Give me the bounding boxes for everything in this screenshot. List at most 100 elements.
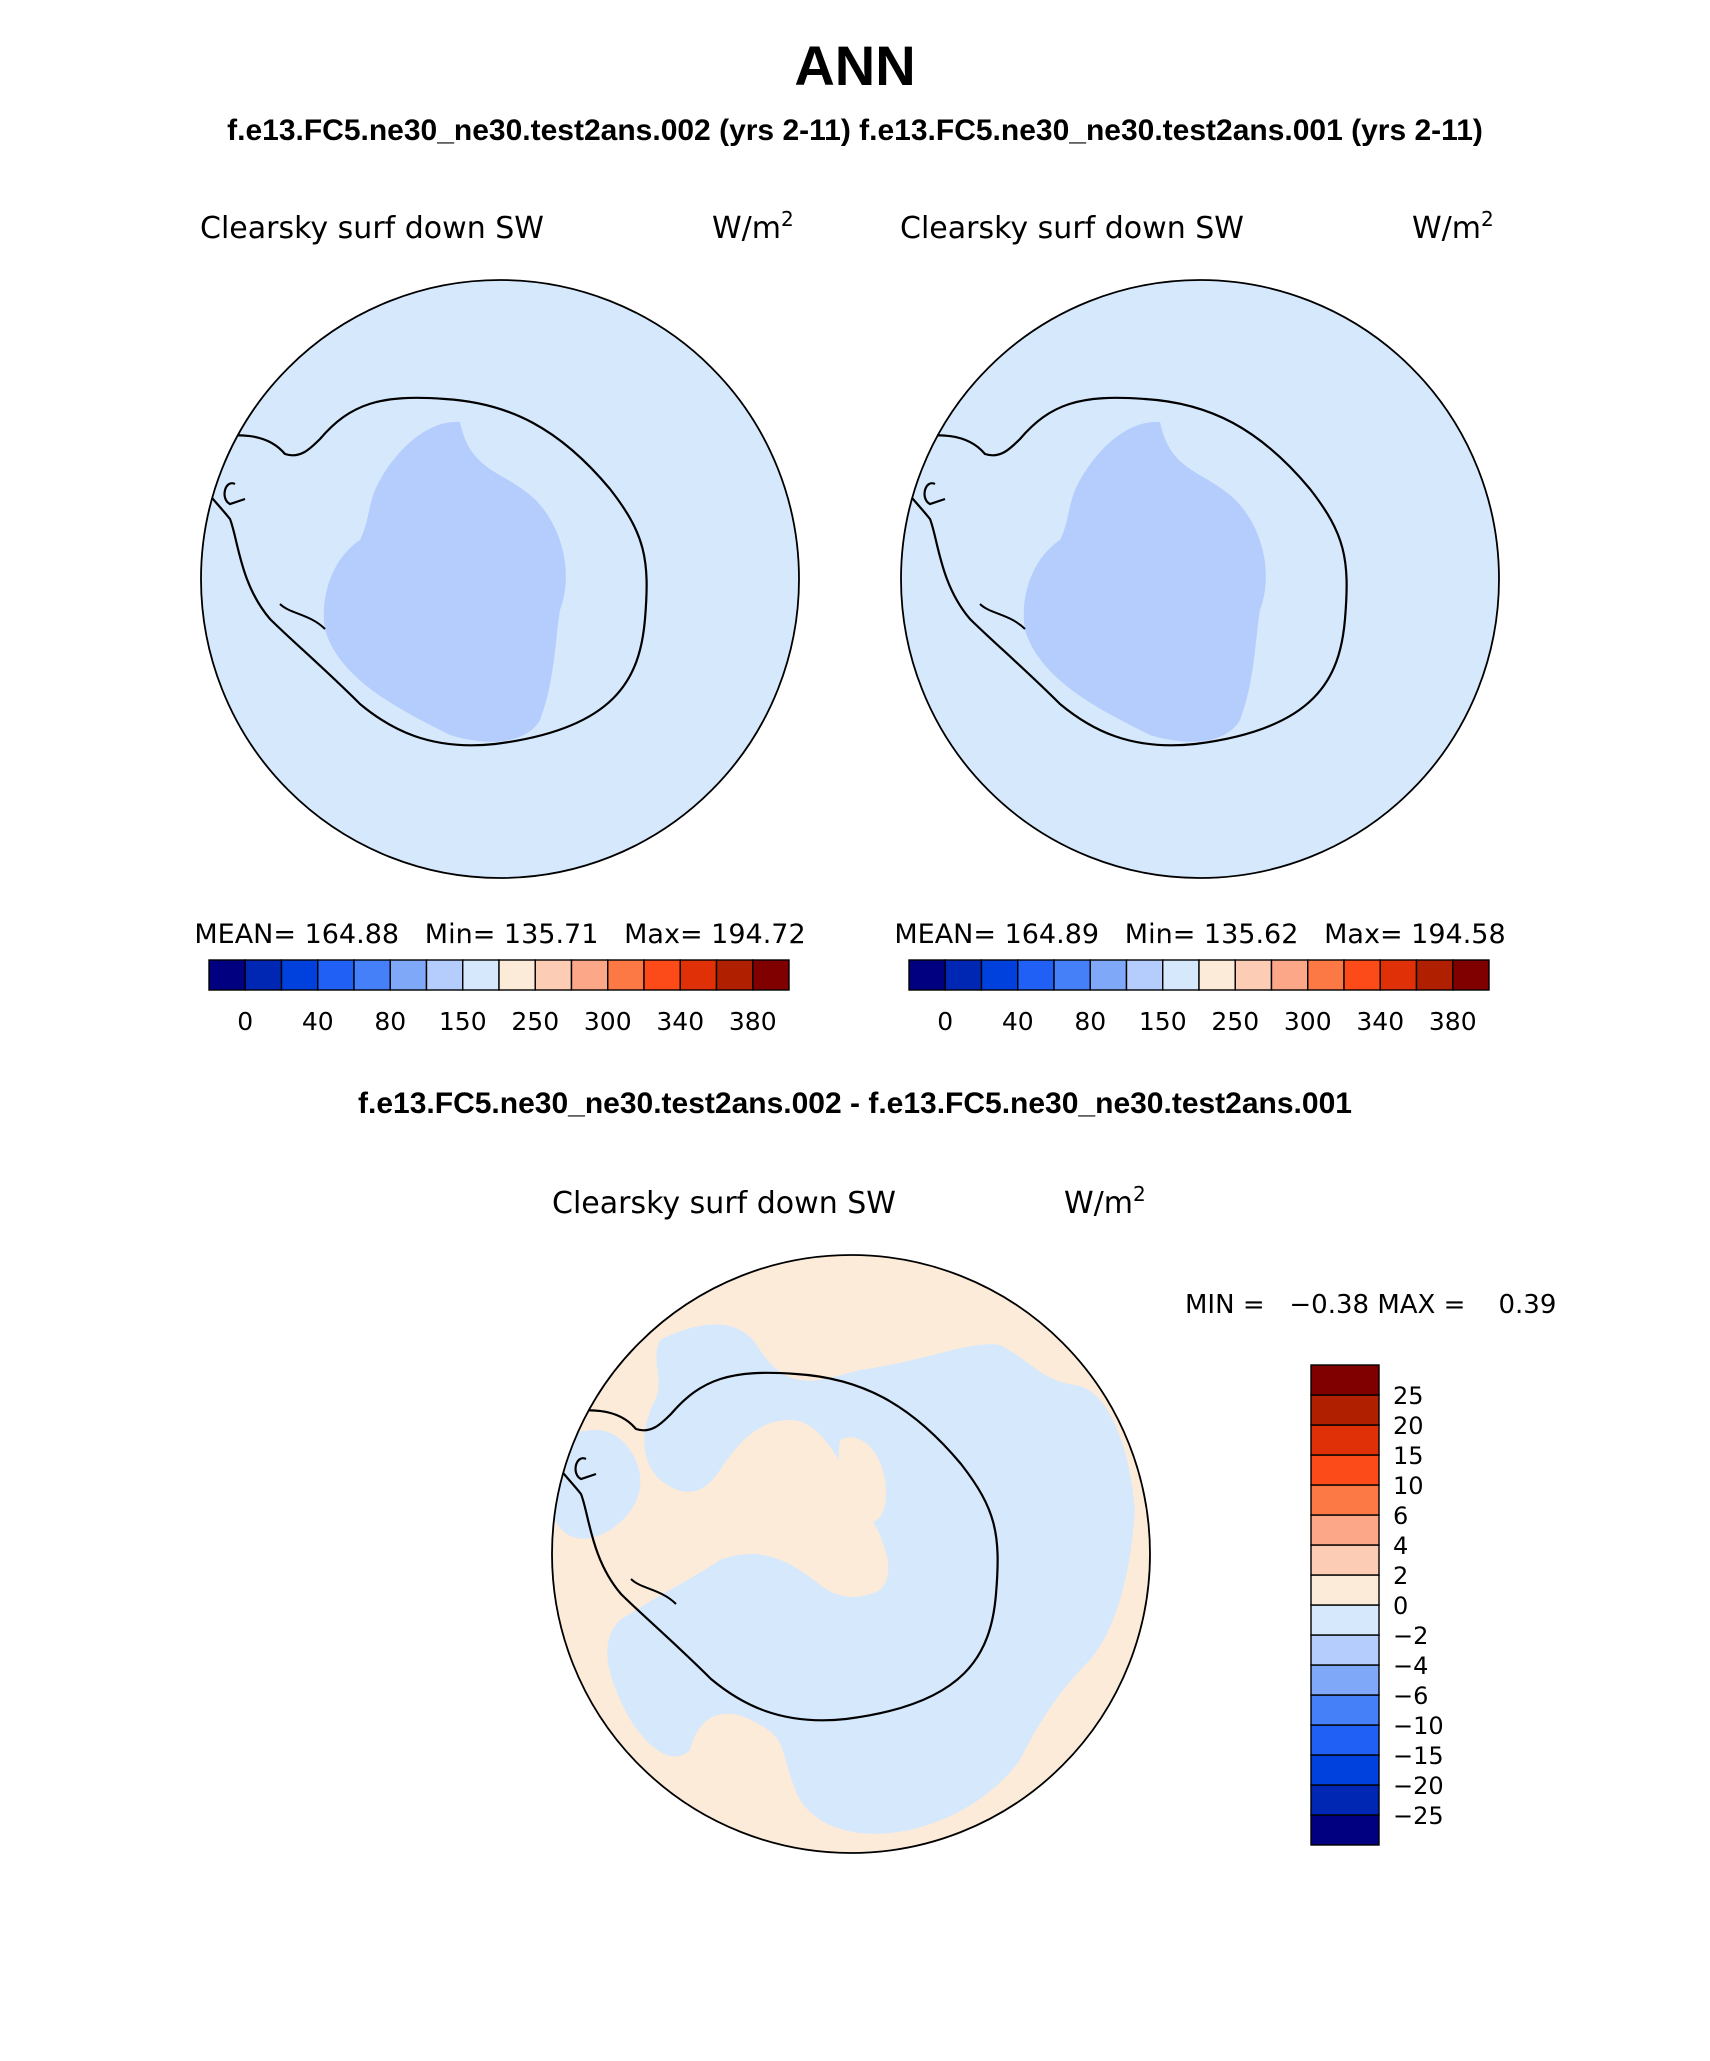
panel-diff-map-border [551, 1254, 1151, 1854]
diff-colorbar-swatch [1310, 1364, 1380, 1396]
top-colorbar-right-swatch [1343, 959, 1381, 991]
diff-colorbar-swatch [1310, 1694, 1380, 1726]
top-title: f.e13.FC5.ne30_ne30.test2ans.002 (yrs 2-… [227, 114, 1483, 147]
top-colorbar-right-swatch [1089, 959, 1128, 991]
diff-colorbar-swatch [1310, 1454, 1380, 1486]
top-colorbar-left-swatch [244, 959, 283, 991]
panel-left-units: W/m2 [712, 207, 794, 246]
top-colorbar-right-swatch [1053, 959, 1091, 991]
top-colorbar-left-swatch [462, 959, 500, 991]
diff-colorbar-tick-label: 6 [1393, 1502, 1408, 1530]
diff-colorbar-tick-label: 15 [1393, 1442, 1424, 1470]
diff-colorbar-tick-label: −10 [1393, 1712, 1444, 1740]
diff-colorbar-swatch [1310, 1784, 1380, 1816]
panel-right-variable: Clearsky surf down SW [900, 211, 1244, 246]
panel-diff-map [552, 1255, 1150, 1853]
diff-colorbar-tick-label: −25 [1393, 1802, 1444, 1830]
diff-colorbar-swatch [1310, 1424, 1380, 1456]
top-colorbar-left-swatch [534, 959, 573, 991]
panel-diff-variable: Clearsky surf down SW [552, 1186, 896, 1221]
top-colorbar-right-swatch [1379, 959, 1418, 991]
diff-colorbar-tick-label: 0 [1393, 1592, 1408, 1620]
top-colorbar-right-tick-label: 40 [1002, 1007, 1034, 1036]
diff-colorbar-swatch [1310, 1664, 1380, 1696]
diff-colorbar-tick-label: −4 [1393, 1652, 1428, 1680]
top-colorbar-right-tick-label: 80 [1074, 1007, 1106, 1036]
panel-right-stats: MEAN= 164.89 Min= 135.62 Max= 194.58 [894, 919, 1505, 950]
diff-colorbar-tick-label: 20 [1393, 1412, 1424, 1440]
top-colorbar-left-tick-label: 300 [584, 1007, 632, 1036]
diff-colorbar-swatch [1310, 1394, 1380, 1426]
diff-colorbar-swatch [1310, 1544, 1380, 1576]
top-colorbar-left-tick-label: 40 [302, 1007, 334, 1036]
top-colorbar-right-tick-label: 150 [1139, 1007, 1187, 1036]
top-colorbar-right-tick-label: 250 [1211, 1007, 1259, 1036]
panel-diff-positive-patch [838, 1437, 887, 1523]
top-colorbar-right-swatch [1234, 959, 1273, 991]
top-colorbar-right-tick-label: 300 [1284, 1007, 1332, 1036]
top-colorbar-right-swatch [1017, 959, 1055, 991]
panel-right-units: W/m2 [1412, 207, 1494, 246]
panel-diff-negative-region [607, 1324, 1135, 1834]
top-colorbar-right-swatch [1307, 959, 1345, 991]
panel-right: Clearsky surf down SW W/m2 MEAN= 164.89 … [894, 207, 1505, 1036]
diff-colorbar-swatch [1310, 1484, 1380, 1516]
top-colorbar-left-tick-label: 380 [729, 1007, 777, 1036]
panel-right-map [901, 280, 1499, 878]
top-colorbar-right-swatch [1162, 959, 1200, 991]
top-colorbar-left-swatch [208, 959, 246, 991]
top-colorbar-left-tick-label: 340 [656, 1007, 704, 1036]
top-colorbar-right-tick-label: 0 [937, 1007, 953, 1036]
top-colorbar-left-swatch [498, 959, 536, 991]
panel-diff: Clearsky surf down SW W/m2 MIN = −0.38 M… [551, 1182, 1556, 1854]
diff-colorbar-tick-label: −2 [1393, 1622, 1428, 1650]
top-colorbar-left-tick-label: 80 [374, 1007, 406, 1036]
top-colorbar-left-tick-label: 0 [237, 1007, 253, 1036]
diff-colorbar-tick-label: 2 [1393, 1562, 1408, 1590]
top-colorbar-right-swatch [1415, 959, 1454, 991]
top-colorbar-left: 0 40 80 150 250 300 340 380 [208, 959, 790, 1036]
panel-diff-minmax: MIN = −0.38 MAX = 0.39 [1185, 1290, 1556, 1320]
top-colorbar-left-swatch [353, 959, 391, 991]
top-colorbar-left-swatch [679, 959, 718, 991]
diff-colorbar-swatch [1310, 1814, 1380, 1846]
diff-colorbar-swatch [1310, 1724, 1380, 1756]
panel-left-low-region [323, 421, 566, 742]
top-colorbar-right-swatch [944, 959, 983, 991]
panel-left-map [201, 280, 799, 878]
top-colorbar-left-swatch [715, 959, 754, 991]
diff-colorbar-swatch [1310, 1754, 1380, 1786]
top-colorbar-left-tick-label: 250 [511, 1007, 559, 1036]
top-colorbar-right: 0 40 80 150 250 300 340 380 [908, 959, 1490, 1036]
diff-colorbar-tick-label: −6 [1393, 1682, 1428, 1710]
top-colorbar-right-swatch [1198, 959, 1236, 991]
panel-diff-negative-region-west [555, 1430, 641, 1539]
top-colorbar-right-tick-label: 380 [1429, 1007, 1477, 1036]
top-colorbar-right-swatch [1270, 959, 1309, 991]
panel-diff-units: W/m2 [1064, 1182, 1146, 1221]
top-colorbar-right-tick-label: 340 [1356, 1007, 1404, 1036]
top-colorbar-left-swatch [607, 959, 645, 991]
top-colorbar-left-swatch [752, 959, 790, 991]
diff-colorbar-swatch [1310, 1574, 1380, 1606]
diff-colorbar-tick-label: −15 [1393, 1742, 1444, 1770]
panel-right-map-border [900, 279, 1500, 879]
diff-colorbar-tick-label: −20 [1393, 1772, 1444, 1800]
diff-title: f.e13.FC5.ne30_ne30.test2ans.002 - f.e13… [358, 1087, 1352, 1120]
diff-colorbar-swatch [1310, 1514, 1380, 1546]
panel-left: Clearsky surf down SW W/m2 MEAN= 164.88 … [194, 207, 805, 1036]
top-colorbar-left-swatch [389, 959, 428, 991]
diff-colorbar-tick-label: 25 [1393, 1382, 1424, 1410]
season-title: ANN [794, 34, 915, 97]
top-colorbar-left-tick-label: 150 [439, 1007, 487, 1036]
diff-colorbar-tick-label: 4 [1393, 1532, 1408, 1560]
diff-colorbar-swatch [1310, 1604, 1380, 1636]
top-colorbar-left-swatch [425, 959, 464, 991]
panel-right-low-region [1023, 421, 1266, 742]
top-colorbar-right-swatch [1125, 959, 1164, 991]
panel-left-stats: MEAN= 164.88 Min= 135.71 Max= 194.72 [194, 919, 805, 950]
top-colorbar-left-swatch [280, 959, 319, 991]
top-colorbar-left-swatch [317, 959, 355, 991]
